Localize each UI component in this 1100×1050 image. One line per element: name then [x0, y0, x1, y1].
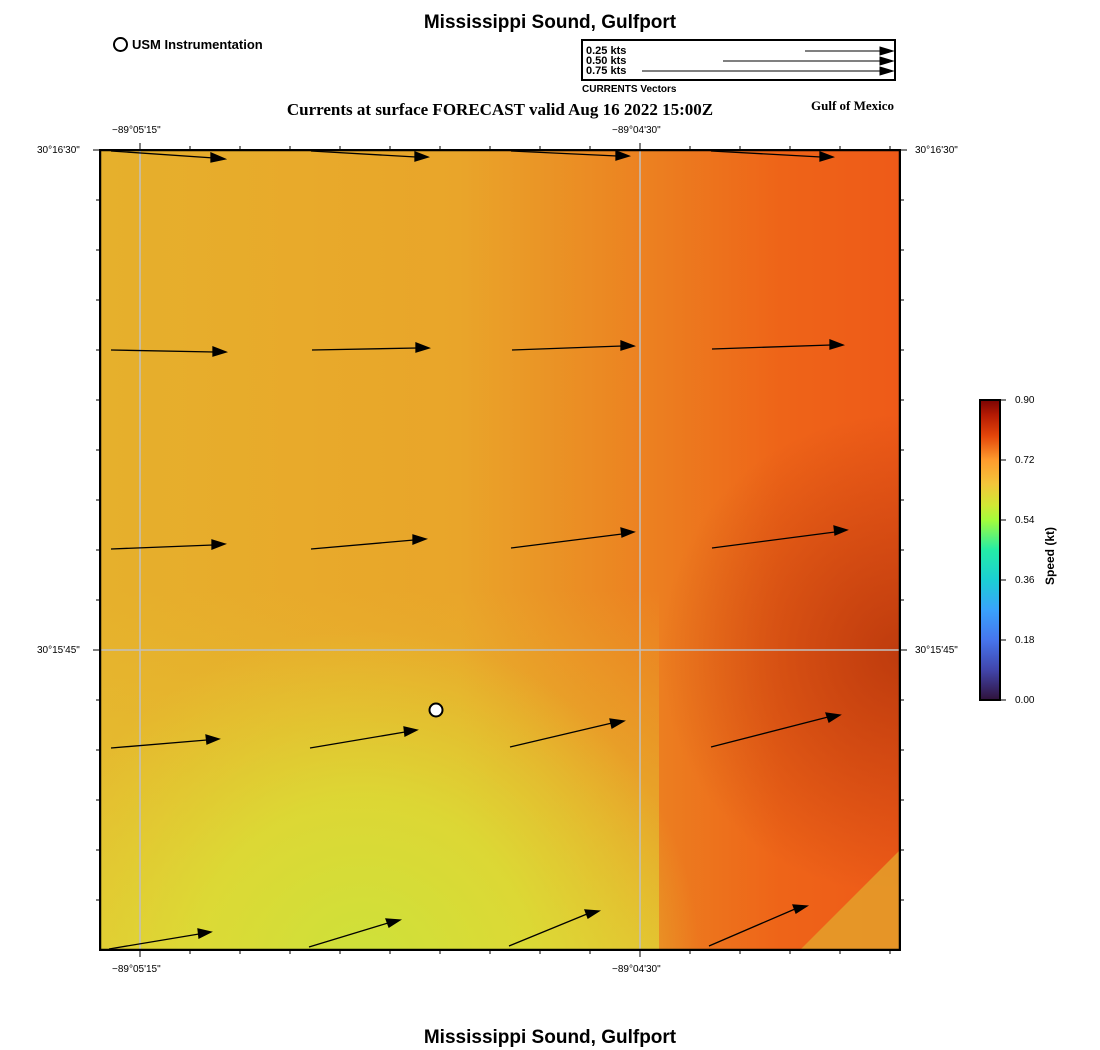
vector: [710, 712, 842, 748]
legend-item-1: 0.50 kts: [586, 55, 627, 67]
colorbar-label: 0.36: [1015, 575, 1035, 586]
map-subtitle: Currents at surface FORECAST valid Aug 1…: [286, 100, 714, 119]
map-title: Mississippi Sound, Gulfport: [423, 12, 677, 33]
left-tick-lat-2: 30°15'45": [37, 645, 80, 656]
current-vectors: [108, 150, 849, 950]
legend-item-2: 0.75 kts: [586, 65, 627, 77]
top-tick-lon-1: −89°05'15": [112, 125, 161, 136]
bottom-tick-lon-1: −89°05'15": [112, 964, 161, 975]
colorbar-label: 0.72: [1015, 455, 1035, 466]
left-tick-lat-1: 30°16'30": [37, 145, 80, 156]
usm-label: USM Instrumentation: [132, 37, 263, 52]
usm-legend: USM Instrumentation: [113, 37, 263, 52]
speed-colorbar: [979, 399, 1006, 701]
vector: [710, 150, 835, 162]
legend-arrows: [642, 46, 894, 76]
vector: [310, 150, 430, 162]
footer-title: Mississippi Sound, Gulfport: [423, 1027, 677, 1048]
bottom-tick-lon-2: −89°04'30": [612, 964, 661, 975]
vector: [711, 339, 845, 350]
colorbar-label: 0.00: [1015, 695, 1035, 706]
vector: [110, 150, 228, 163]
vector: [511, 340, 636, 351]
region-label: Gulf of Mexico: [811, 98, 895, 113]
colorbar-ticks: [1000, 399, 1006, 701]
legend-arrowhead-0: [879, 46, 894, 56]
map-frame: [99, 149, 901, 951]
colorbar-gradient: [979, 399, 1001, 701]
outer-ticks: [93, 143, 907, 957]
usm-station-marker: [428, 702, 444, 718]
vector: [110, 539, 227, 550]
vector: [510, 527, 636, 549]
vector: [711, 525, 849, 549]
legend-arrowhead-2: [879, 66, 894, 76]
vector: [708, 904, 810, 947]
graticule: [99, 149, 901, 951]
vector-legend-caption: CURRENTS Vectors: [582, 84, 677, 95]
vector: [311, 342, 431, 353]
colorbar-label: 0.18: [1015, 635, 1035, 646]
vector: [310, 534, 428, 550]
right-tick-lat-2: 30°15'45": [915, 645, 958, 656]
speed-field-high-zone: [99, 149, 901, 951]
colorbar-label: 0.90: [1015, 395, 1035, 406]
colorbar-label: 0.54: [1015, 515, 1035, 526]
top-tick-lon-2: −89°04'30": [612, 125, 661, 136]
legend-arrowhead-1: [879, 56, 894, 66]
colorbar-title: Speed (kt): [1043, 526, 1057, 585]
vector-legend-box: 0.25 kts 0.50 kts 0.75 kts: [581, 39, 896, 81]
vector: [110, 346, 228, 357]
speed-field-se-corner: [799, 849, 901, 951]
legend-item-0: 0.25 kts: [586, 45, 627, 57]
vector: [510, 150, 631, 161]
vector: [509, 718, 626, 748]
usm-marker-icon: [113, 37, 128, 52]
current-speed-map: [99, 149, 901, 951]
vector: [110, 734, 221, 749]
vector: [108, 928, 213, 950]
right-tick-lat-1: 30°16'30": [915, 145, 958, 156]
vector: [308, 918, 403, 948]
vector: [508, 909, 602, 947]
vector: [309, 726, 419, 749]
